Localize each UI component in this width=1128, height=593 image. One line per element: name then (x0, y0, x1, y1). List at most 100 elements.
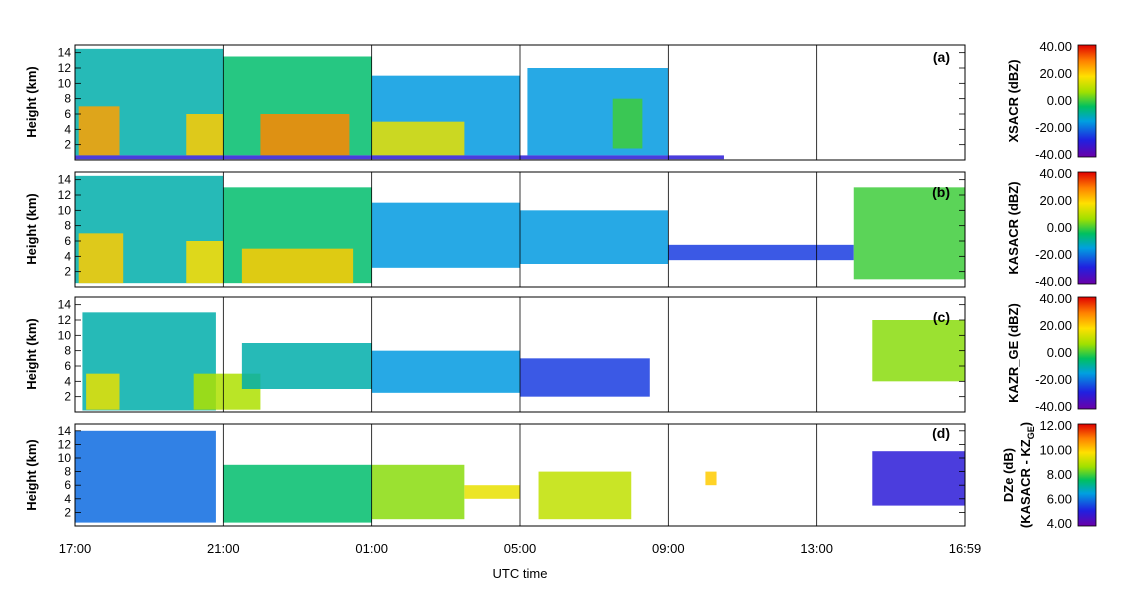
colorbar-b-labels: 40.00 20.00 0.00 -20.00 -40.00 (1035, 166, 1072, 289)
echo-region (371, 350, 520, 393)
colorbar-tick-label: 40.00 (1039, 39, 1072, 54)
y-tick-label: 14 (58, 46, 72, 60)
panel-b-plot (75, 175, 965, 284)
echo-region (464, 485, 520, 499)
y-tick-label: 6 (64, 359, 71, 373)
y-tick-label: 2 (64, 505, 71, 519)
colorbar-d-labels: 12.00 10.00 8.00 6.00 4.00 (1039, 418, 1072, 531)
y-tick-label: 8 (64, 92, 71, 106)
time-tick-label: 01:00 (355, 541, 388, 556)
echo-region (872, 451, 965, 506)
panel-b-ylabel: Height (km) (24, 193, 39, 265)
time-tick-label: 21:00 (207, 541, 240, 556)
colorbar-tick-label: 20.00 (1039, 193, 1072, 208)
y-tick-label: 12 (58, 61, 72, 75)
colorbar-tick-label: 20.00 (1039, 66, 1072, 81)
panel-a-plot (75, 48, 724, 160)
colorbar-d-title-line1: DZe (dB) (1001, 448, 1016, 502)
y-tick-label: 14 (58, 173, 72, 187)
echo-region (371, 202, 520, 268)
echo-region (186, 241, 224, 284)
colorbar-tick-label: -20.00 (1035, 247, 1072, 262)
panel-d-tag: (d) (932, 425, 950, 441)
panel-c-time-grid (222, 297, 818, 412)
colorbar-tick-label: -40.00 (1035, 274, 1072, 289)
colorbar-d-ramp (1077, 423, 1097, 527)
panel-d-plot (75, 430, 965, 523)
y-tick-label: 8 (64, 344, 71, 358)
colorbar-tick-label: 10.00 (1039, 443, 1072, 458)
echo-region (186, 114, 224, 156)
panel-a-tag: (a) (933, 49, 950, 65)
panel-c-plot (82, 312, 965, 411)
echo-region (86, 373, 120, 410)
colorbar-tick-label: 4.00 (1047, 516, 1072, 531)
y-tick-label: 4 (64, 374, 71, 388)
time-axis-labels: 17:00 21:00 01:00 05:00 09:00 13:00 16:59 (59, 541, 982, 556)
y-tick-label: 8 (64, 465, 71, 479)
colorbar-tick-label: 0.00 (1047, 220, 1072, 235)
y-tick-label: 4 (64, 249, 71, 263)
panel-c-ylabel: Height (km) (24, 318, 39, 390)
echo-region (75, 430, 216, 523)
colorbar-d-title-line2: (KASACR - KZGE) (1018, 422, 1036, 528)
echo-region (538, 471, 632, 520)
time-tick-label: 17:00 (59, 541, 92, 556)
echo-region (853, 187, 965, 280)
colorbar-tick-label: -40.00 (1035, 399, 1072, 414)
y-tick-label: 2 (64, 390, 71, 404)
y-tick-label: 10 (58, 328, 72, 342)
y-tick-label: 2 (64, 138, 71, 152)
echo-region (612, 98, 643, 149)
echo-region (520, 210, 669, 264)
echo-region (371, 464, 465, 520)
panel-a-ylabel: Height (km) (24, 66, 39, 138)
echo-region (520, 358, 650, 397)
echo-region (705, 471, 717, 486)
colorbar-b-ramp (1077, 171, 1097, 285)
time-tick-label: 13:00 (800, 541, 833, 556)
y-tick-label: 8 (64, 219, 71, 233)
echo-region (241, 248, 354, 284)
colorbar-d: 12.00 10.00 8.00 6.00 4.00 DZe (dB) (KASACR … (1001, 418, 1097, 531)
panel-c-tag: (c) (933, 309, 950, 325)
colorbar-a-title: XSACR (dBZ) (1006, 59, 1021, 142)
colorbar-tick-label: 8.00 (1047, 467, 1072, 482)
y-tick-label: 2 (64, 265, 71, 279)
colorbar-b: 40.00 20.00 0.00 -20.00 -40.00 KASACR (dBZ) (1006, 166, 1097, 289)
colorbar-c-labels: 40.00 20.00 0.00 -20.00 -40.00 (1035, 291, 1072, 414)
y-tick-label: 10 (58, 76, 72, 90)
time-tick-label: 09:00 (652, 541, 685, 556)
colorbar-tick-label: -40.00 (1035, 147, 1072, 162)
y-tick-label: 6 (64, 234, 71, 248)
panel-a-time-grid (222, 45, 818, 160)
x-axis-title: UTC time (493, 566, 548, 581)
colorbar-d-title-sub: GE (1026, 426, 1036, 439)
panel-d-time-grid (222, 424, 818, 526)
y-tick-label: 4 (64, 122, 71, 136)
colorbar-tick-label: 40.00 (1039, 291, 1072, 306)
echo-region (78, 106, 120, 156)
colorbar-b-title: KASACR (dBZ) (1006, 181, 1021, 274)
colorbar-tick-label: -20.00 (1035, 120, 1072, 135)
echo-region (223, 464, 372, 523)
y-tick-label: 14 (58, 424, 72, 438)
colorbar-tick-label: 0.00 (1047, 93, 1072, 108)
y-tick-label: 12 (58, 437, 72, 451)
echo-region (872, 320, 965, 382)
y-tick-label: 12 (58, 188, 72, 202)
panel-d-ylabel: Height (km) (24, 439, 39, 511)
panel-b-tag: (b) (932, 184, 950, 200)
echo-region (371, 121, 465, 156)
echo-region (668, 244, 854, 261)
colorbar-tick-label: 12.00 (1039, 418, 1072, 433)
y-tick-label: 14 (58, 298, 72, 312)
y-tick-label: 6 (64, 107, 71, 121)
